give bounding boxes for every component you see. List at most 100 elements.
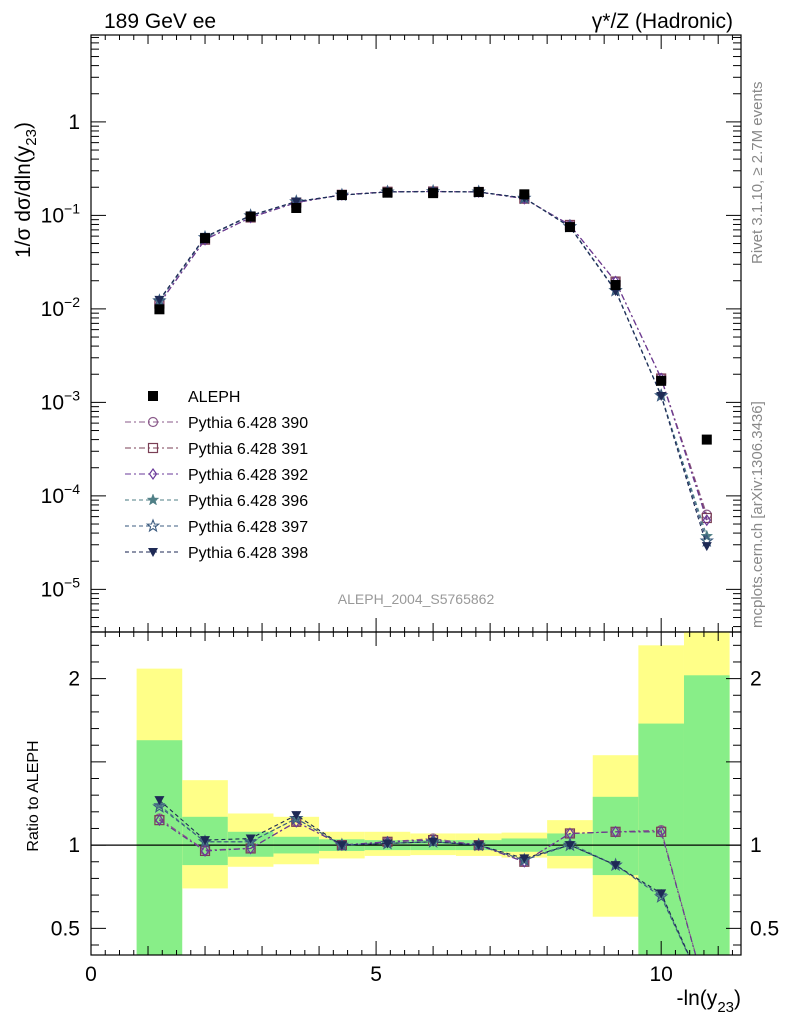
x-tick-label: 10 (649, 963, 672, 986)
y-tick-label: 10−5 (41, 574, 81, 601)
main-point-5-12 (701, 542, 712, 552)
aleph-point-9 (564, 222, 575, 233)
svg-text:1/σ dσ/dln(y23): 1/σ dσ/dln(y23) (12, 122, 40, 258)
ratio-point-5-11 (656, 889, 667, 899)
main-point-5-3 (291, 197, 302, 207)
main-point-1-12 (701, 512, 712, 524)
legend-entry-3: Pythia 6.428 396 (125, 493, 308, 510)
main-point-5-11 (656, 392, 667, 402)
aleph-point-4 (336, 190, 347, 201)
ratio-point-4-0 (152, 799, 167, 813)
aleph-point-5 (382, 187, 393, 198)
band-green-0 (136, 740, 183, 955)
y-tick-label: 10−4 (41, 481, 81, 508)
ratio-point-2-1 (200, 844, 210, 857)
aleph-point-12 (701, 434, 712, 445)
ratio-y-tick-label-right: 1 (750, 834, 762, 857)
aleph-point-7 (473, 186, 484, 197)
rivet-version-label: Rivet 3.1.10, ≥ 2.7M events (749, 82, 766, 265)
legend-marker-data (148, 391, 158, 401)
ratio-point-5-3 (291, 811, 302, 821)
main-point-5-0 (154, 295, 165, 305)
ratio-series-5 (154, 796, 690, 955)
aleph-point-6 (428, 188, 439, 199)
legend-marker-2 (148, 467, 158, 481)
aleph-point-10 (610, 280, 621, 291)
ratio-y-tick-label: 1 (68, 834, 80, 857)
band-green-12 (683, 675, 730, 955)
legend-label-3: Pythia 6.428 396 (188, 493, 308, 510)
legend-label-data: ALEPH (188, 389, 240, 406)
main-point-2-12 (702, 514, 712, 527)
main-series-line-3 (158, 190, 708, 537)
main-y-axis-label: 1/σ dσ/dln(y23) (12, 122, 40, 258)
ratio-point-5-0 (154, 796, 165, 806)
ratio-point-2-10 (611, 825, 620, 838)
legend-label-4: Pythia 6.428 397 (188, 519, 308, 536)
ratio-point-5-7 (473, 841, 484, 851)
aleph-point-8 (519, 189, 530, 200)
legend-marker-4 (145, 518, 161, 533)
x-tick-label: 0 (85, 963, 97, 986)
ratio-point-2-11 (656, 825, 666, 838)
aleph-data-points (154, 186, 712, 445)
main-series-4 (152, 183, 714, 547)
y-tick-label: 10−3 (41, 387, 81, 414)
x-axis-label: -ln(y23) (676, 987, 741, 1016)
legend-entry-4: Pythia 6.428 397 (125, 518, 308, 536)
main-series-3 (153, 184, 714, 542)
legend-entry-data: ALEPH (148, 389, 240, 406)
legend-marker-1 (147, 442, 159, 454)
y-tick-label: 1 (68, 111, 80, 134)
ratio-point-5-9 (564, 841, 575, 851)
legend-label-2: Pythia 6.428 392 (188, 467, 308, 484)
ratio-y-tick-label-right: 2 (750, 668, 762, 691)
aleph-point-3 (291, 202, 302, 213)
legend: ALEPH Pythia 6.428 390 Pythia 6.428 391 Pyt… (125, 389, 308, 562)
main-frame (90, 34, 742, 633)
ratio-point-4-11 (654, 889, 669, 903)
ratio-y-axis-label: Ratio to ALEPH (25, 740, 42, 851)
ratio-panel: 0 5 10 0.5 0.5 1 1 2 2 (51, 631, 779, 986)
mcplots-label: mcplots.cern.ch [arXiv:1306.3436] (749, 401, 766, 628)
ratio-point-5-10 (610, 861, 621, 871)
ratio-point-5-6 (428, 837, 439, 847)
ratio-point-5-5 (382, 839, 393, 849)
ratio-point-5-2 (245, 834, 256, 844)
legend-marker-0 (147, 416, 159, 428)
legend-marker-5 (148, 548, 158, 557)
legend-entry-0: Pythia 6.428 390 (125, 415, 308, 432)
main-panel: 10−5 10−4 10−3 10−2 10−1 1 (41, 34, 742, 633)
legend-label-5: Pythia 6.428 398 (188, 545, 308, 562)
ratio-point-4-3 (289, 810, 304, 825)
ratio-y-tick-label: 2 (68, 668, 80, 691)
band-green-11 (638, 723, 684, 955)
ratio-point-5-8 (519, 854, 530, 864)
legend-entry-5: Pythia 6.428 398 (125, 545, 308, 562)
legend-entry-2: Pythia 6.428 392 (125, 467, 308, 484)
ratio-point-2-0 (155, 814, 164, 827)
aleph-point-1 (200, 233, 211, 244)
legend-label-0: Pythia 6.428 390 (188, 415, 308, 432)
process-title: γ*/Z (Hadronic) (592, 10, 733, 33)
ratio-point-5-1 (200, 836, 211, 846)
aleph-point-11 (656, 375, 667, 386)
analysis-label: ALEPH_2004_S5765862 (338, 591, 495, 607)
ratio-point-4-2 (243, 834, 258, 848)
aleph-point-0 (154, 304, 165, 315)
ratio-y-tick-label: 0.5 (51, 917, 80, 940)
ratio-y-tick-label-right: 0.5 (750, 917, 779, 940)
y-tick-label: 10−2 (41, 294, 81, 321)
ratio-frame (90, 631, 742, 956)
svg-text:-ln(y23): -ln(y23) (676, 987, 741, 1016)
aleph-point-2 (245, 211, 256, 222)
ratio-point-5-4 (336, 841, 347, 851)
legend-label-1: Pythia 6.428 391 (188, 441, 308, 458)
y-tick-label: 10−1 (41, 200, 81, 227)
x-tick-label: 5 (370, 963, 382, 986)
legend-marker-3 (146, 493, 160, 506)
uncertainty-bands (136, 632, 730, 955)
legend-entry-1: Pythia 6.428 391 (125, 441, 308, 458)
energy-title: 189 GeV ee (104, 10, 216, 33)
